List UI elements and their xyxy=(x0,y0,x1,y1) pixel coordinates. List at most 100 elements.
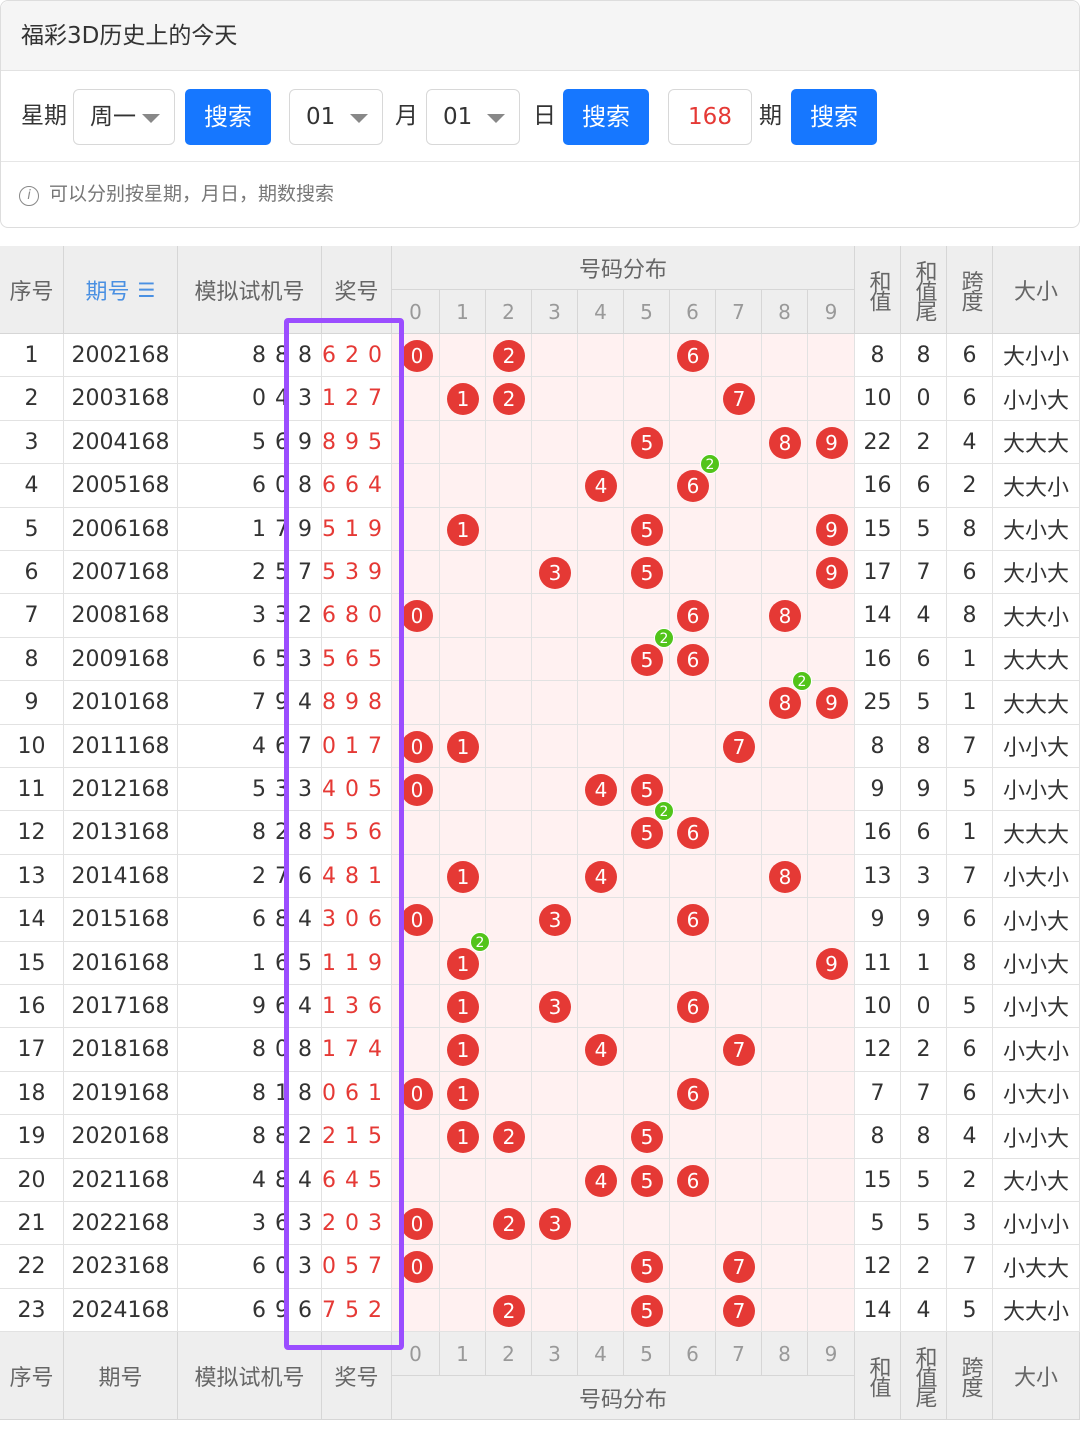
history-table: 序号 期号 ☰ 模拟试机号 奖号 号码分布 0 1 2 3 4 5 6 7 8 9 和值 和值尾 跨度 大小 1 2002… xyxy=(0,246,1080,1420)
dist-cell-7 xyxy=(716,1115,762,1159)
number-ball: 1 xyxy=(447,730,479,763)
row-sum-tail: 3 xyxy=(901,855,947,898)
number-ball: 6 xyxy=(677,600,709,632)
row-seq: 12 xyxy=(0,811,64,855)
dist-cell-9 xyxy=(808,768,855,811)
dist-cell-3 xyxy=(532,1028,578,1072)
row-prize: 1 1 9 xyxy=(322,942,392,985)
repeat-badge: 2 xyxy=(654,801,674,821)
dist-cell-9 xyxy=(808,855,855,898)
divider xyxy=(1,161,1079,162)
row-sum-tail: 8 xyxy=(901,334,947,377)
row-sum: 9 xyxy=(855,898,901,942)
row-prize: 4 0 5 xyxy=(322,768,392,811)
row-sim: 8 8 8 xyxy=(178,334,322,377)
dist-cell-8 xyxy=(762,942,808,985)
row-sum-tail: 5 xyxy=(901,1202,947,1245)
dist-cell-1 xyxy=(440,681,486,725)
month-select[interactable]: 01 xyxy=(289,89,383,145)
row-span: 5 xyxy=(947,768,993,811)
dist-cell-3 xyxy=(532,1072,578,1115)
number-ball: 0 xyxy=(401,1207,433,1240)
date-search-button[interactable]: 搜索 xyxy=(563,89,649,145)
row-sim: 8 8 2 xyxy=(178,1115,322,1159)
row-sum: 9 xyxy=(855,768,901,811)
dist-cell-9 xyxy=(808,725,855,768)
dist-cell-4 xyxy=(578,377,624,421)
number-ball: 6 xyxy=(677,990,709,1023)
row-seq: 23 xyxy=(0,1289,64,1332)
dist-cell-0 xyxy=(392,1159,440,1202)
row-sum: 12 xyxy=(855,1245,901,1289)
day-select[interactable]: 01 xyxy=(426,89,520,145)
dist-cell-6 xyxy=(670,681,716,725)
row-size: 大大小 xyxy=(993,464,1080,508)
row-seq: 11 xyxy=(0,768,64,811)
dist-cell-8 xyxy=(762,1159,808,1202)
row-size: 小大大 xyxy=(993,1245,1080,1289)
dist-cell-2 xyxy=(486,551,532,594)
dist-cell-1 xyxy=(440,334,486,377)
row-sum-tail: 5 xyxy=(901,681,947,725)
header-dist-title: 号码分布 xyxy=(392,246,855,290)
header-digit-0: 0 xyxy=(392,290,440,334)
number-ball: 6 xyxy=(677,643,709,676)
sort-icon[interactable]: ☰ xyxy=(137,277,156,302)
number-ball: 5 xyxy=(631,1251,663,1283)
dist-cell-4 xyxy=(578,985,624,1028)
row-prize: 6 6 4 xyxy=(322,464,392,508)
dist-cell-7 xyxy=(716,464,762,508)
row-span: 6 xyxy=(947,1028,993,1072)
row-sum-tail: 2 xyxy=(901,1028,947,1072)
footer-digit-7: 7 xyxy=(716,1332,762,1376)
row-sum: 15 xyxy=(855,1159,901,1202)
number-ball: 4 xyxy=(585,1164,617,1197)
dist-cell-6 xyxy=(670,1202,716,1245)
info-icon: i xyxy=(19,186,39,206)
row-seq: 9 xyxy=(0,681,64,725)
issue-input[interactable]: 168 xyxy=(668,89,752,145)
row-sum-tail: 5 xyxy=(901,1159,947,1202)
row-issue: 2011168 xyxy=(64,725,178,768)
row-issue: 2010168 xyxy=(64,681,178,725)
number-ball: 2 xyxy=(493,383,525,415)
row-sum: 10 xyxy=(855,377,901,421)
row-issue: 2018168 xyxy=(64,1028,178,1072)
number-ball: 0 xyxy=(401,904,433,936)
row-sum: 8 xyxy=(855,334,901,377)
row-sim: 5 6 9 xyxy=(178,421,322,464)
footer-size: 大小 xyxy=(993,1332,1080,1420)
row-span: 8 xyxy=(947,942,993,985)
header-digit-6: 6 xyxy=(670,290,716,334)
number-ball: 6 xyxy=(677,470,709,502)
dist-cell-9 xyxy=(808,1159,855,1202)
row-issue: 2005168 xyxy=(64,464,178,508)
number-ball: 5 xyxy=(631,817,663,849)
dist-cell-5 xyxy=(624,1202,670,1245)
dist-cell-6 xyxy=(670,1245,716,1289)
weekday-select[interactable]: 周一 xyxy=(73,89,175,145)
weekday-search-button[interactable]: 搜索 xyxy=(185,89,271,145)
header-issue[interactable]: 期号 ☰ xyxy=(64,246,178,334)
row-span: 5 xyxy=(947,1289,993,1332)
dist-cell-2 xyxy=(486,681,532,725)
number-ball: 7 xyxy=(723,1251,755,1283)
row-prize: 5 5 6 xyxy=(322,811,392,855)
day-label: 日 xyxy=(533,103,556,129)
dist-cell-9 xyxy=(808,464,855,508)
number-ball: 5 xyxy=(631,513,663,546)
row-seq: 8 xyxy=(0,638,64,681)
number-ball: 6 xyxy=(677,904,709,936)
number-ball: 0 xyxy=(401,600,433,632)
header-span: 跨度 xyxy=(947,246,993,334)
number-ball: 3 xyxy=(539,990,571,1023)
dist-cell-5 xyxy=(624,377,670,421)
dist-cell-9 xyxy=(808,1245,855,1289)
dist-cell-9 xyxy=(808,334,855,377)
row-seq: 1 xyxy=(0,334,64,377)
row-size: 小大小 xyxy=(993,855,1080,898)
row-sum-tail: 9 xyxy=(901,898,947,942)
row-size: 小大小 xyxy=(993,1072,1080,1115)
row-issue: 2022168 xyxy=(64,1202,178,1245)
issue-search-button[interactable]: 搜索 xyxy=(791,89,877,145)
